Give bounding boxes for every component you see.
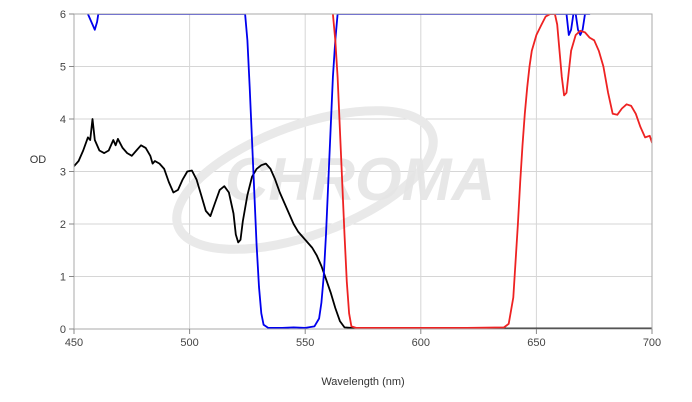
y-tick-label: 1	[60, 272, 66, 284]
watermark-text: CHROMA	[225, 146, 495, 213]
y-tick-label: 6	[60, 9, 66, 21]
y-tick-label: 0	[60, 324, 66, 336]
x-tick-label: 650	[527, 337, 545, 349]
watermark: CHROMA	[172, 106, 495, 254]
x-tick-labels: 450 500 550 600 650 700	[65, 329, 661, 349]
watermark-swoosh	[172, 106, 438, 254]
y-tick-labels: 0 1 2 3 4 5 6	[60, 9, 74, 336]
y-tick-label: 2	[60, 219, 66, 231]
x-tick-label: 600	[412, 337, 430, 349]
x-tick-label: 550	[296, 337, 314, 349]
y-tick-label: 4	[60, 114, 66, 126]
x-tick-label: 450	[65, 337, 83, 349]
y-axis-title: OD	[30, 154, 47, 166]
x-tick-label: 500	[180, 337, 198, 349]
y-tick-label: 5	[60, 62, 66, 74]
series	[74, 14, 652, 329]
y-tick-label: 3	[60, 167, 66, 179]
x-tick-label: 700	[643, 337, 661, 349]
series-line-3	[332, 14, 652, 329]
series-line-1	[74, 118, 652, 329]
x-axis-title: Wavelength (nm)	[321, 376, 404, 388]
series-line-2	[87, 14, 591, 329]
